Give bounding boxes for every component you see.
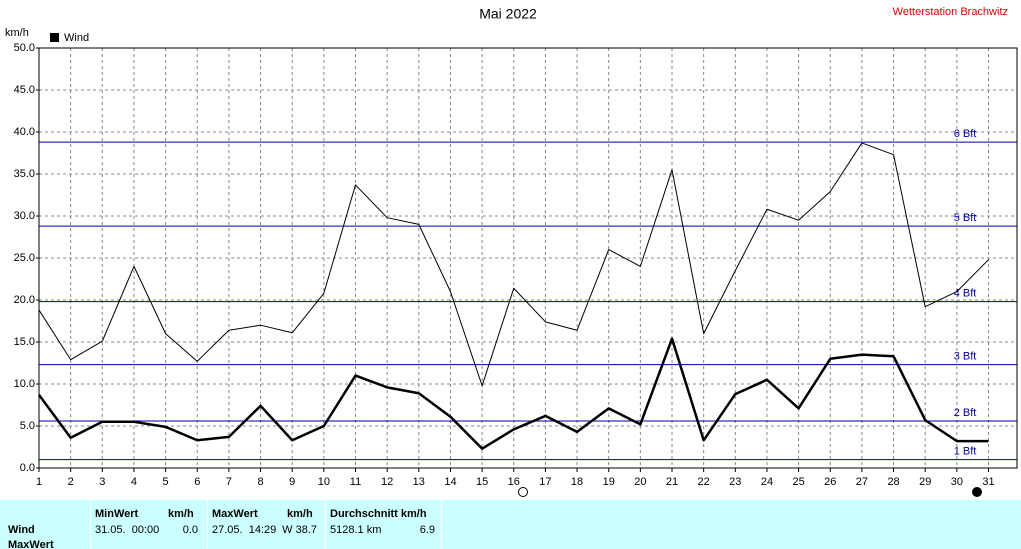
x-tick-label: 26	[824, 476, 836, 488]
y-tick-label: 35.0	[14, 168, 35, 180]
x-tick-label: 25	[792, 476, 804, 488]
x-tick-label: 30	[951, 476, 963, 488]
legend-label: Wind	[64, 32, 89, 44]
x-tick-label: 11	[350, 476, 361, 488]
y-tick-label: 15.0	[14, 336, 35, 348]
cell: 0.0	[182, 524, 198, 536]
separator	[207, 500, 208, 549]
x-tick-label: 5	[163, 476, 169, 488]
series-line	[37, 337, 989, 450]
bft-label: 6 Bft	[954, 128, 977, 140]
bft-label: 3 Bft	[954, 351, 977, 363]
x-tick-label: 1	[36, 476, 42, 488]
x-tick-label: 29	[919, 476, 931, 488]
x-tick-label: 10	[318, 476, 330, 488]
y-tick-label: 40.0	[14, 126, 35, 138]
x-tick-label: 20	[634, 476, 646, 488]
row-label: MaxWert	[8, 539, 54, 549]
cell: W 38.7	[282, 524, 317, 536]
chart: Mai 2022 Wetterstation Brachwitz km/h 0.…	[5, 6, 1018, 497]
legend-swatch	[50, 33, 59, 42]
cell: 27.05. 14:29	[212, 524, 277, 536]
x-tick-label: 28	[887, 476, 899, 488]
row-label: Wind	[8, 524, 35, 536]
y-tick-label: 25.0	[14, 252, 35, 264]
x-tick-label: 9	[289, 476, 295, 488]
x-tick-label: 6	[194, 476, 200, 488]
cell: 5128.1 km	[330, 524, 382, 536]
y-tick-label: 10.0	[14, 378, 35, 390]
x-tick-label: 4	[131, 476, 137, 488]
x-tick-label: 31	[982, 476, 994, 488]
y-tick-label: 45.0	[14, 84, 35, 96]
x-tick-label: 14	[444, 476, 456, 488]
station-name: Wetterstation Brachwitz	[893, 6, 1008, 18]
cell: 31.05. 00:00	[95, 524, 160, 536]
col-header: MaxWert	[212, 508, 258, 520]
summary-table: Wind MaxWert MinWert km/h 31.05. 00:00 0…	[0, 500, 1021, 549]
col-unit: km/h	[168, 508, 194, 520]
x-tick-label: 13	[413, 476, 425, 488]
y-tick-label: 20.0	[14, 294, 35, 306]
cell: 6.9	[419, 524, 435, 536]
x-tick-label: 2	[68, 476, 74, 488]
x-tick-label: 19	[603, 476, 615, 488]
moon-full	[518, 487, 528, 497]
x-tick-label: 12	[381, 476, 393, 488]
x-tick-label: 23	[729, 476, 741, 488]
x-tick-label: 8	[257, 476, 263, 488]
moon-new	[972, 487, 982, 497]
bft-label: 5 Bft	[954, 212, 977, 224]
col-unit: km/h	[287, 508, 313, 520]
series-line	[38, 142, 989, 387]
x-tick-label: 27	[856, 476, 868, 488]
x-tick-label: 17	[539, 476, 551, 488]
y-tick-label: 50.0	[14, 42, 35, 54]
separator	[90, 500, 91, 549]
y-axis-label: km/h	[5, 27, 29, 39]
x-tick-label: 3	[99, 476, 105, 488]
separator	[325, 500, 326, 549]
bft-label: 4 Bft	[954, 288, 977, 300]
bft-label: 1 Bft	[954, 446, 977, 458]
y-tick-label: 0.0	[20, 462, 35, 474]
x-tick-label: 15	[476, 476, 488, 488]
plot-frame	[38, 47, 1018, 469]
x-tick-label: 7	[226, 476, 232, 488]
y-tick-label: 5.0	[20, 420, 35, 432]
col-header: MinWert	[95, 508, 139, 520]
x-tick-label: 16	[508, 476, 520, 488]
x-tick-label: 22	[698, 476, 710, 488]
bft-label: 2 Bft	[954, 407, 977, 419]
col-header: Durchschnitt km/h	[330, 508, 427, 520]
x-tick-label: 18	[571, 476, 583, 488]
y-tick-label: 30.0	[14, 210, 35, 222]
x-tick-label: 21	[666, 476, 678, 488]
x-tick-label: 24	[761, 476, 773, 488]
separator	[441, 500, 442, 549]
chart-title: Mai 2022	[479, 6, 537, 22]
